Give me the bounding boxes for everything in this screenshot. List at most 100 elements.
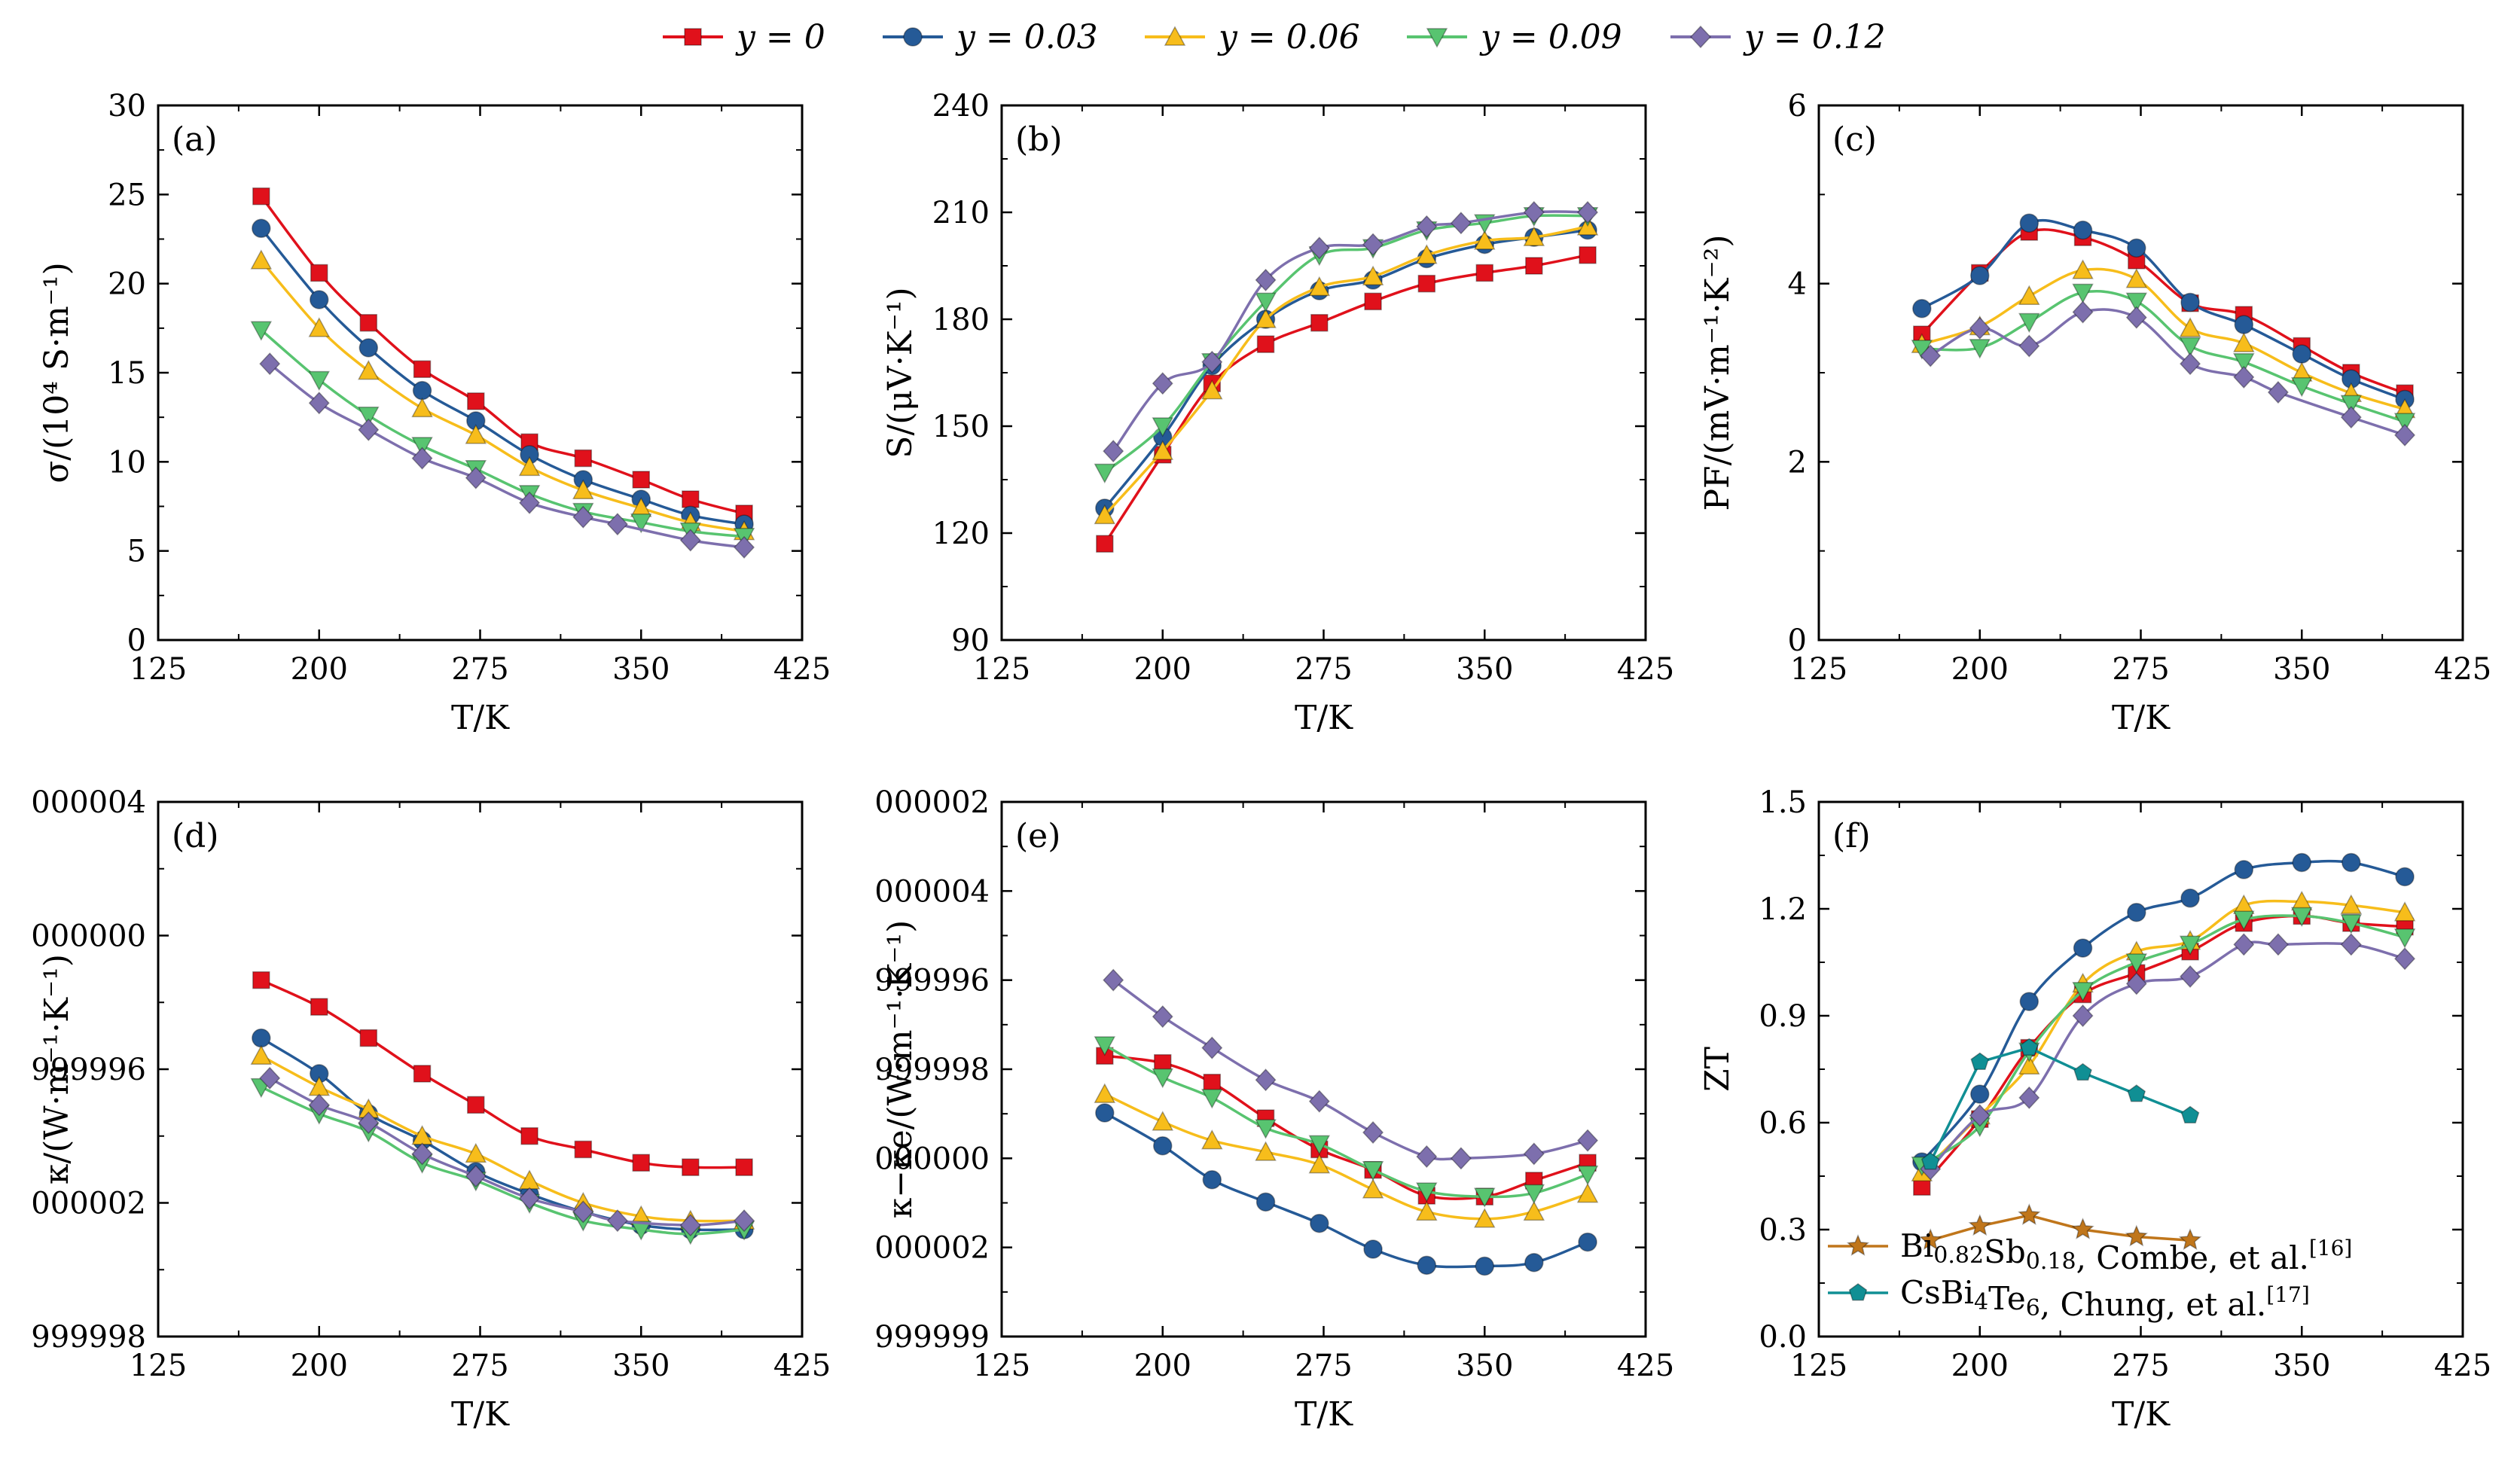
series-line <box>1103 1111 1588 1269</box>
data-point <box>1152 417 1174 437</box>
plot-area <box>1911 213 2416 447</box>
data-point <box>1417 1255 1437 1276</box>
series-line <box>1104 1054 1588 1200</box>
series <box>1912 213 2415 410</box>
data-point <box>2127 1084 2146 1102</box>
data-point <box>2393 413 2416 433</box>
legend-marker <box>1426 28 1448 48</box>
data-point <box>2072 300 2094 324</box>
x-tick-label: 275 <box>1295 1349 1352 1383</box>
data-point <box>1576 1183 1599 1203</box>
y-tick-label: 180 <box>932 303 990 337</box>
plot-frame <box>157 104 804 642</box>
series-line <box>260 1054 745 1223</box>
data-point <box>1255 308 1277 328</box>
panel-tag: (b) <box>1015 120 1063 159</box>
data-point <box>1576 215 1599 236</box>
y-tick-label: 1.5 <box>1759 785 1807 820</box>
data-point <box>252 218 271 239</box>
series-line <box>1103 254 1588 545</box>
data-point <box>2071 1218 2094 1239</box>
data-point <box>1523 1142 1545 1166</box>
series <box>1913 223 2414 402</box>
x-tick-label: 125 <box>130 652 187 687</box>
y-tick-label: 0.40000000000000002 <box>874 1231 990 1266</box>
data-point <box>1416 1200 1438 1221</box>
series-line <box>260 328 745 538</box>
data-point <box>1577 1129 1599 1152</box>
data-point <box>2180 352 2201 376</box>
data-point <box>1255 1141 1277 1161</box>
data-point <box>1094 1083 1116 1103</box>
x-tick-label: 425 <box>1617 1349 1674 1383</box>
data-point <box>632 1154 650 1172</box>
y-tick-label: 25 <box>108 178 146 212</box>
data-point <box>632 471 650 489</box>
data-point <box>1094 463 1116 484</box>
legend-label: y = 0.06 <box>1217 18 1360 56</box>
data-point <box>465 1142 487 1163</box>
data-point <box>2073 1062 2092 1081</box>
data-point <box>1203 1074 1222 1092</box>
x-tick-label: 350 <box>2273 1349 2330 1383</box>
y-tick-label: 0.80000000000000004 <box>874 874 990 909</box>
data-point <box>1201 1089 1223 1109</box>
chart-panel: 125 200 275 350 425 0 2 4 6 (c) T/K PF/(mV·m⁻¹·K⁻²) <box>1691 45 2519 761</box>
x-tick-label: 125 <box>1790 1349 1847 1383</box>
data-point <box>1969 1104 1991 1127</box>
data-point <box>572 505 594 529</box>
y-tick-label: 20 <box>108 267 146 302</box>
x-axis-label: T/K <box>1295 1395 1353 1434</box>
data-point <box>682 490 700 508</box>
ref-legend-part: , Chung, et al. <box>2040 1286 2266 1323</box>
y-tick-label: 0.69999999999999996 <box>874 964 990 998</box>
ref-legend-part: Bi <box>1900 1227 1933 1264</box>
data-point <box>2393 901 2416 922</box>
data-point <box>2180 965 2201 989</box>
data-point <box>2018 1203 2041 1225</box>
series <box>1095 220 1597 518</box>
y-tick-label: 0.29999999999999999 <box>874 1320 990 1355</box>
series <box>259 1066 755 1237</box>
data-point <box>2125 972 2147 995</box>
data-point <box>2018 285 2040 305</box>
chart-panel: 125 200 275 350 425 0.29999999999999999 0.4000… <box>874 742 1702 1457</box>
data-point <box>1919 1228 1942 1251</box>
data-point <box>1475 264 1493 282</box>
series <box>1911 907 2416 1177</box>
ref-legend-marker <box>1848 1283 1868 1301</box>
data-point <box>359 313 378 332</box>
data-point <box>1525 257 1543 275</box>
data-point <box>1103 440 1124 463</box>
series-line <box>1929 1046 2191 1163</box>
data-point <box>574 1140 593 1159</box>
data-point <box>259 1066 281 1090</box>
y-tick-label: 0.90000000000000002 <box>874 785 990 820</box>
y-tick-label: 4 <box>1788 267 1807 302</box>
data-point <box>411 397 433 418</box>
y-tick-label: 1.80000000000000004 <box>30 785 146 820</box>
plot-frame <box>1000 800 1647 1338</box>
chart-panel: 125 200 275 350 425 0.0 0.3 0.6 0.9 1.2 1.5 (f) T/K Z… <box>1691 742 2519 1457</box>
y-tick-label: 90 <box>951 623 990 658</box>
data-point <box>2020 1038 2039 1056</box>
x-tick-label: 125 <box>973 1349 1030 1383</box>
data-point <box>310 998 328 1016</box>
data-point <box>2340 933 2362 956</box>
data-point <box>2179 935 2201 956</box>
data-point <box>467 1096 485 1114</box>
data-point <box>250 1044 273 1065</box>
y-tick-label: 0.6 <box>1759 1106 1807 1141</box>
data-point <box>359 1029 378 1047</box>
series-line <box>1930 1214 2191 1242</box>
data-point <box>2019 992 2039 1011</box>
data-point <box>308 392 330 415</box>
data-point <box>1255 1068 1277 1092</box>
y-axis-label: PF/(mV·m⁻¹·K⁻²) <box>1698 234 1737 511</box>
ref-legend-label: CsBi4Te6, Chung, et al.[17] <box>1900 1274 2310 1323</box>
x-axis-label: T/K <box>451 699 510 737</box>
series-line <box>1921 914 2406 1188</box>
x-tick-label: 200 <box>291 652 348 687</box>
ref-legend-part: 0.18 <box>2026 1248 2076 1275</box>
y-tick-label: 0.50000000000000000 <box>874 1142 990 1176</box>
